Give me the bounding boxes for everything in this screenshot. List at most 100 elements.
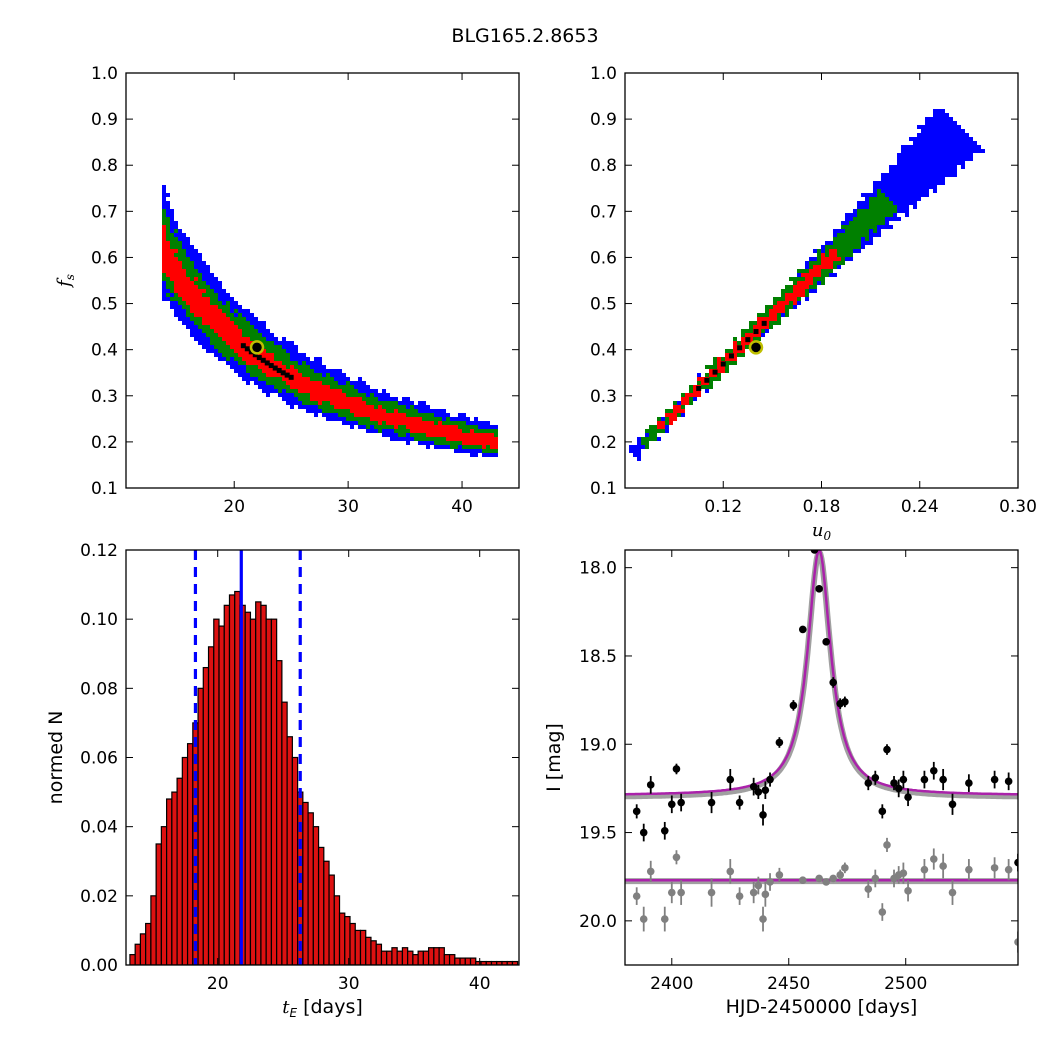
density-cell: [410, 433, 414, 437]
density-cell: [877, 233, 881, 237]
density-cell: [969, 137, 973, 141]
density-cell: [681, 393, 685, 397]
density-cell: [913, 161, 917, 165]
density-cell: [302, 353, 306, 357]
density-cell: [901, 209, 905, 213]
density-cell: [941, 165, 945, 169]
density-cell: [446, 413, 450, 417]
density-cell: [306, 393, 310, 397]
density-cell: [354, 421, 358, 425]
density-cell: [490, 437, 494, 441]
density-cell: [929, 165, 933, 169]
density-cell: [210, 333, 214, 337]
density-cell: [238, 321, 242, 325]
density-cell: [294, 397, 298, 401]
density-cell: [426, 433, 430, 437]
density-cell: [330, 417, 334, 421]
density-cell: [905, 153, 909, 157]
density-cell: [677, 409, 681, 413]
density-cell: [825, 249, 829, 253]
density-cell: [941, 169, 945, 173]
density-cell: [334, 413, 338, 417]
density-cell: [306, 385, 310, 389]
density-cell: [434, 437, 438, 441]
density-cell: [318, 377, 322, 381]
density-cell: [194, 285, 198, 289]
best-cell: [284, 372, 290, 378]
density-cell: [230, 341, 234, 345]
density-cell: [845, 257, 849, 261]
primary-data-series: [632, 550, 1018, 872]
density-cell: [398, 425, 402, 429]
density-cell: [873, 213, 877, 217]
density-cell: [278, 377, 282, 381]
density-cell: [937, 137, 941, 141]
density-cell: [222, 289, 226, 293]
density-cell: [174, 229, 178, 233]
density-cell: [190, 321, 194, 325]
density-cell: [282, 361, 286, 365]
density-cell: [925, 173, 929, 177]
density-cell: [458, 429, 462, 433]
density-cell: [921, 129, 925, 133]
density-cell: [849, 217, 853, 221]
density-cell: [230, 349, 234, 353]
density-cell: [398, 413, 402, 417]
histogram-bar: [291, 756, 299, 965]
density-cell: [346, 421, 350, 425]
density-cell: [382, 401, 386, 405]
density-cell: [949, 145, 953, 149]
density-cell: [374, 397, 378, 401]
y-tick-label: 0.6: [590, 248, 617, 268]
density-cell: [258, 321, 262, 325]
density-cell: [222, 329, 226, 333]
density-cell: [374, 401, 378, 405]
density-cell: [234, 353, 238, 357]
density-cell: [490, 453, 494, 457]
density-cell: [242, 365, 246, 369]
density-cell: [677, 401, 681, 405]
density-cell: [314, 393, 318, 397]
density-cell: [194, 297, 198, 301]
density-cell: [949, 161, 953, 165]
density-cell: [797, 293, 801, 297]
density-cell: [330, 397, 334, 401]
density-cell: [286, 357, 290, 361]
density-cell: [226, 317, 230, 321]
density-cell: [314, 389, 318, 393]
density-cell: [234, 325, 238, 329]
density-cell: [258, 365, 262, 369]
density-cell: [226, 325, 230, 329]
density-cell: [162, 233, 166, 237]
y-tick-label: 0.00: [80, 956, 118, 976]
density-cell: [885, 193, 889, 197]
density-cell: [901, 149, 905, 153]
density-cell: [186, 277, 190, 281]
density-cell: [214, 277, 218, 281]
density-cell: [789, 297, 793, 301]
density-cell: [957, 157, 961, 161]
density-cell: [234, 309, 238, 313]
density-cell: [897, 209, 901, 213]
density-cell: [298, 385, 302, 389]
density-cell: [757, 317, 761, 321]
density-cell: [849, 245, 853, 249]
density-cell: [278, 349, 282, 353]
data-point: [707, 798, 716, 807]
best-cell: [264, 360, 270, 366]
density-cell: [366, 421, 370, 425]
density-cell: [410, 405, 414, 409]
density-cell: [406, 405, 410, 409]
density-cell: [242, 317, 246, 321]
density-cell: [677, 405, 681, 409]
density-cell: [246, 325, 250, 329]
density-cell: [669, 413, 673, 417]
density-cell: [266, 369, 270, 373]
density-cell: [773, 321, 777, 325]
density-cell: [290, 397, 294, 401]
density-cell: [757, 333, 761, 337]
density-cell: [306, 357, 310, 361]
density-cell: [681, 413, 685, 417]
density-cell: [937, 121, 941, 125]
